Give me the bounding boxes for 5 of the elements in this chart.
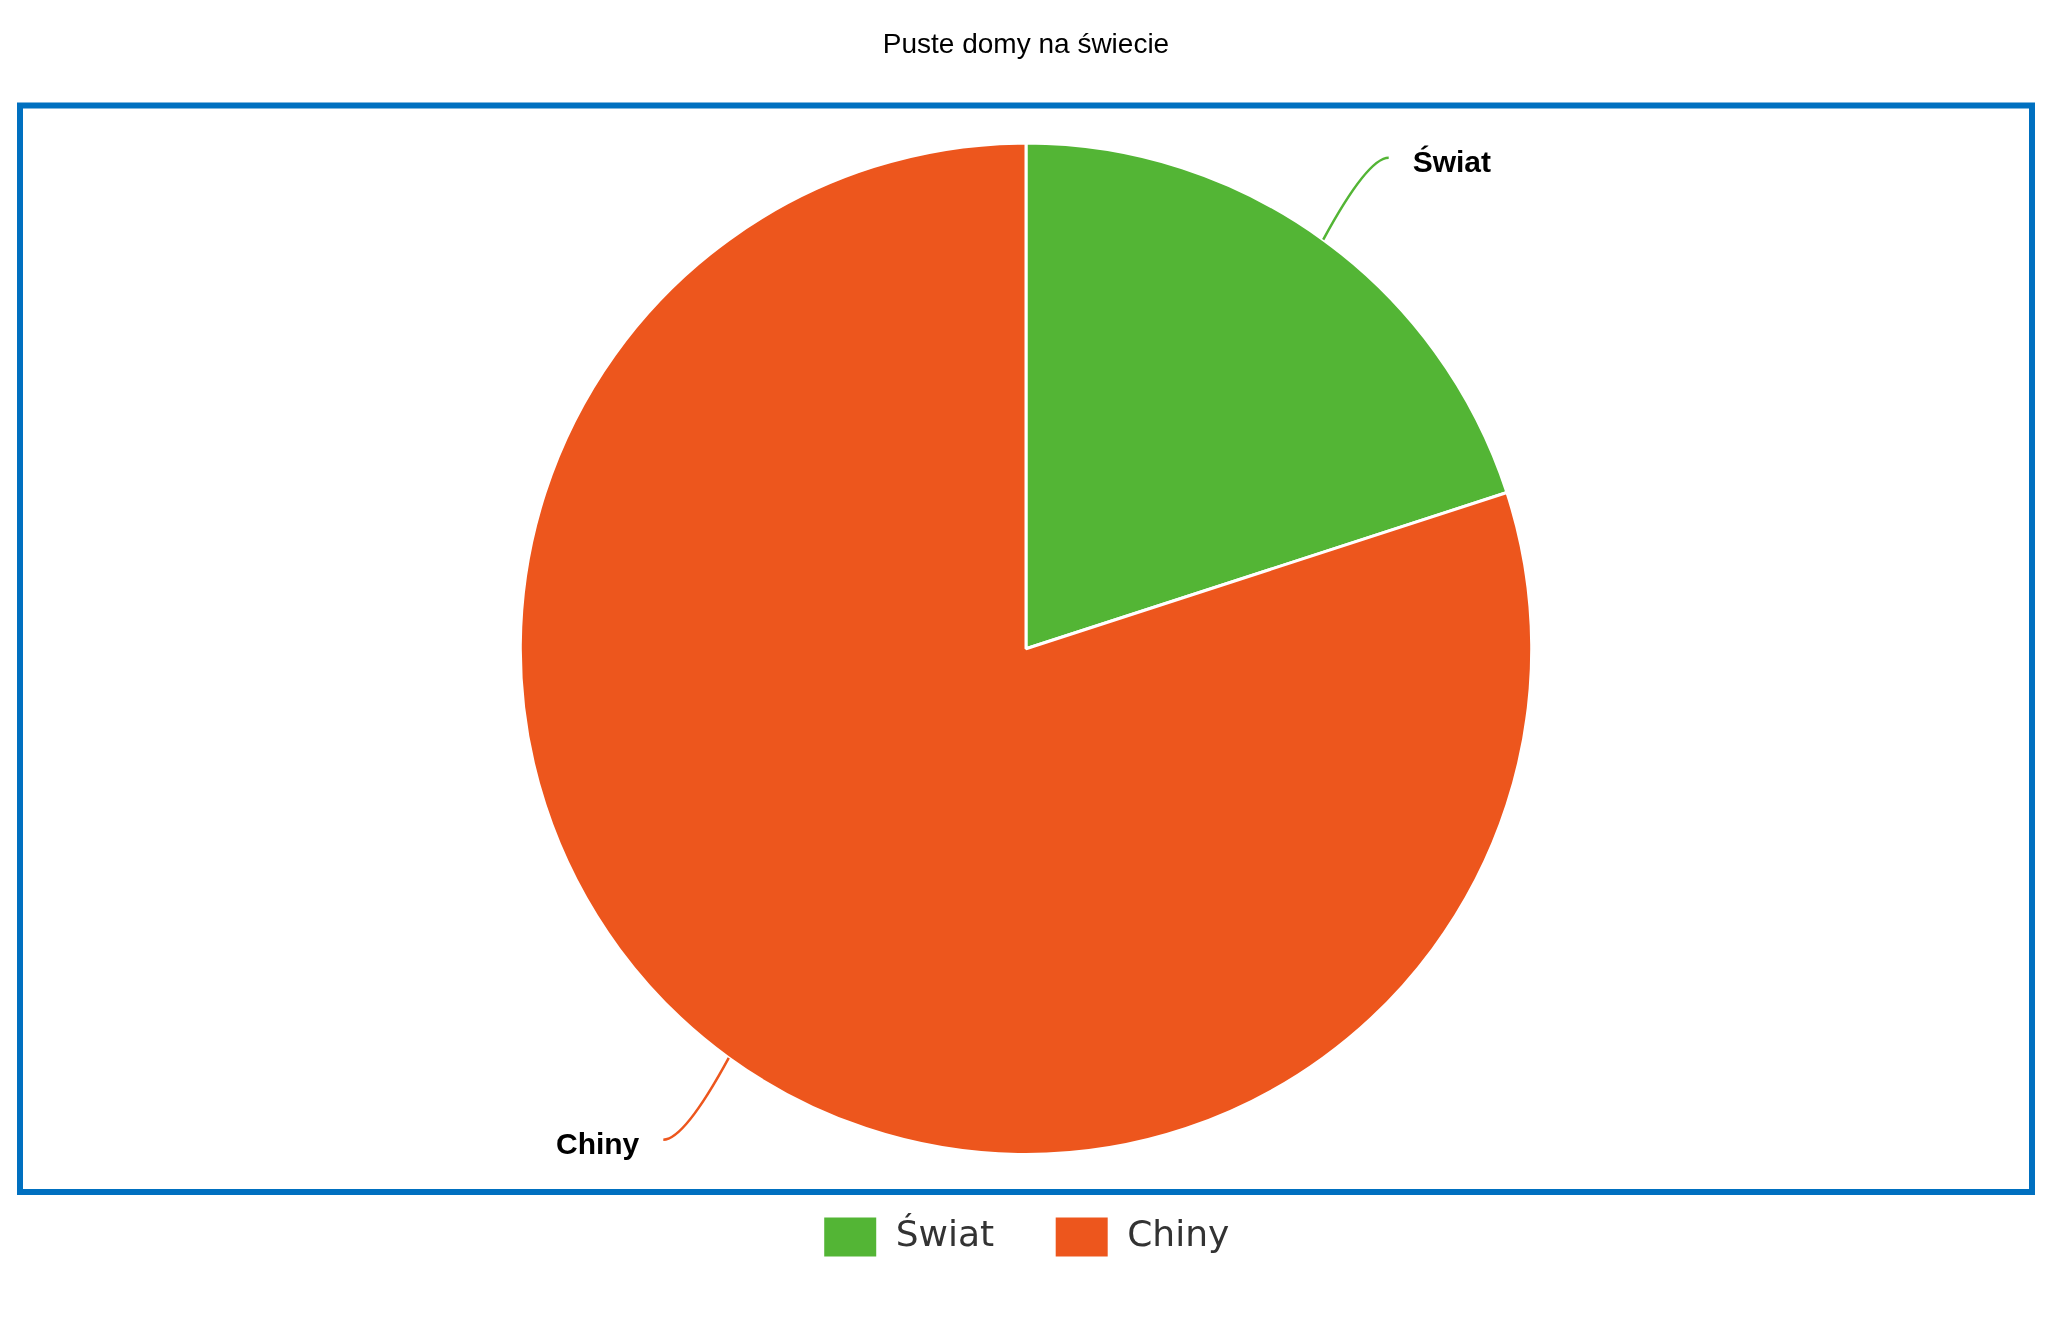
chart-title: Puste domy na świecie bbox=[882, 27, 1170, 59]
slice-label: Chiny bbox=[555, 1127, 640, 1161]
legend-label: Chiny bbox=[1127, 1213, 1230, 1255]
legend-label: Świat bbox=[895, 1213, 995, 1255]
slice-label: Świat bbox=[1412, 145, 1492, 179]
